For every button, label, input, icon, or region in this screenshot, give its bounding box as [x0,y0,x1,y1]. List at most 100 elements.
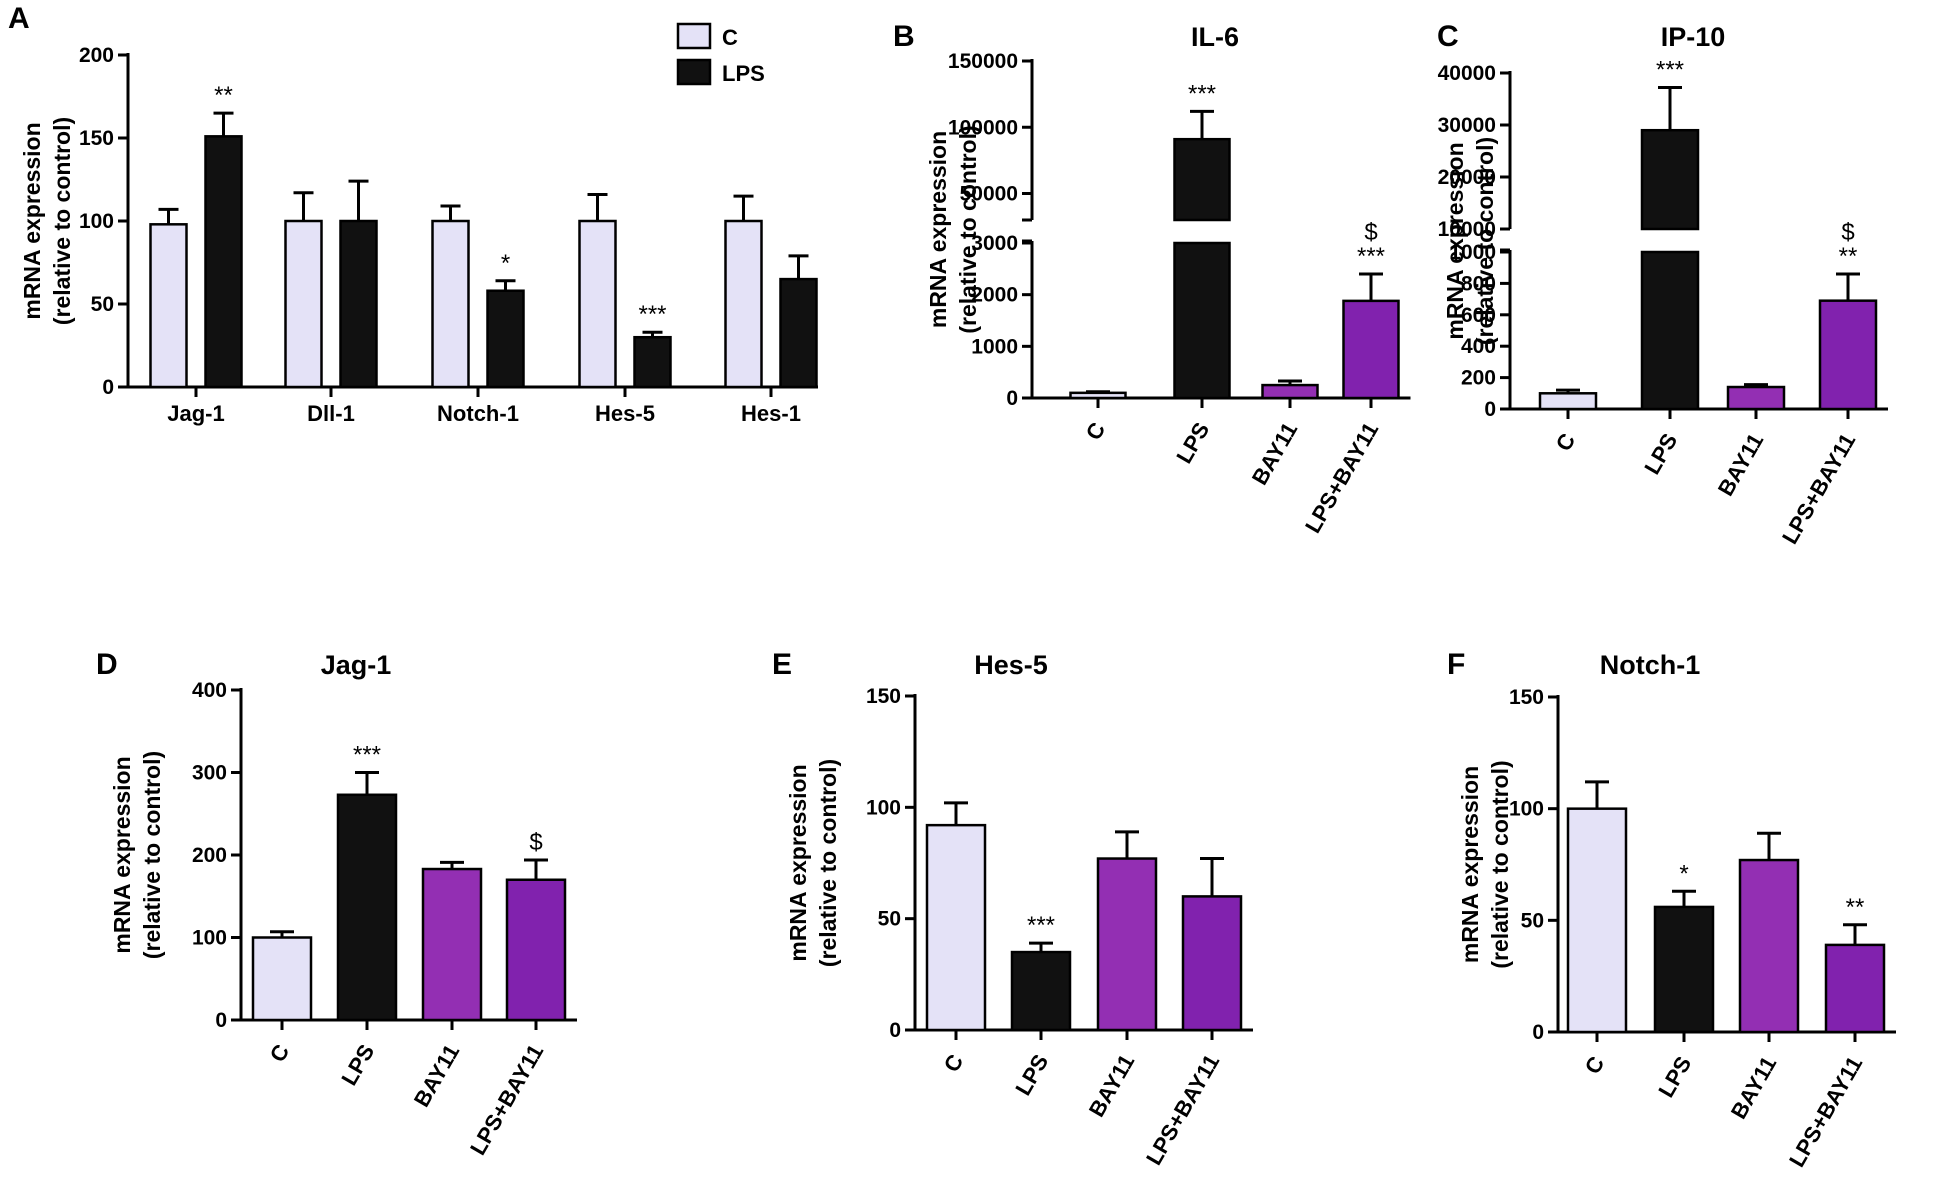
y-tick-label: 50 [878,908,901,931]
y-axis-label-line: (relative to control) [1472,137,1498,345]
category-label: C [939,1050,969,1076]
bar-A-LPS-1 [339,219,378,389]
category-label: BAY11 [1713,429,1768,500]
y-tick-label: 150 [79,127,114,150]
y-axis-label-line: (relative to control) [139,751,165,959]
panel-title-C: IP-10 [1661,22,1726,52]
bar-B-1-upper [1173,137,1231,222]
category-label: LPS [1639,429,1682,479]
bar-C-3 [1818,299,1878,411]
y-tick-label: 50000 [960,183,1018,206]
y-axis-label-line: mRNA expression [1442,142,1468,339]
y-tick-label: 100000 [948,116,1018,139]
y-axis-label-line: (relative to control) [815,759,841,967]
y-axis-label-line: mRNA expression [925,131,951,328]
y-tick-label: 1000 [1449,241,1496,264]
bar-B-1-lower [1173,241,1231,400]
bar-C-0 [1538,392,1598,411]
y-tick-label: 100 [1509,798,1544,821]
panel-title-D: Jag-1 [321,650,392,680]
y-tick-label: 0 [215,1009,227,1032]
category-label: BAY11 [1084,1050,1139,1121]
y-tick-label: 0 [1484,398,1496,421]
y-tick-label: 0 [1006,387,1018,410]
y-tick-label: 3000 [971,232,1018,255]
bar-E-2 [1096,857,1158,1032]
y-axis-label-A: mRNA expression (relative to control) [19,117,75,325]
y-tick-label: 50 [91,293,114,316]
category-label: LPS [336,1040,379,1090]
y-tick-label: 50 [1521,909,1544,932]
y-axis-label-line: mRNA expression [109,756,135,953]
significance-annotation: *** [638,301,666,328]
y-axis-label-line: mRNA expression [19,122,45,319]
category-label: C [265,1040,295,1066]
bar-B-0 [1069,391,1127,400]
significance-annotation: ** [1839,243,1858,270]
category-label: Hes-1 [741,401,801,426]
y-tick-label: 0 [889,1019,901,1042]
category-label: LPS+BAY11 [1300,418,1383,537]
y-tick-label: 600 [1461,304,1496,327]
y-tick-label: 30000 [1438,114,1496,137]
significance-annotation: $ [1364,219,1377,246]
category-label: LPS [1010,1050,1053,1100]
bar-B-2 [1261,383,1319,400]
significance-annotation: *** [1188,80,1216,107]
bar-C-1-lower [1640,250,1700,411]
significance-annotation: ** [1846,894,1865,921]
bar-A-C-4 [724,219,763,389]
legend-label-LPS: LPS [722,61,765,86]
y-tick-label: 800 [1461,272,1496,295]
y-tick-label: 200 [1461,367,1496,390]
y-tick-label: 150000 [948,50,1018,73]
significance-annotation: $ [1841,219,1854,246]
y-axis-label-F: mRNA expression (relative to control) [1457,760,1513,968]
panel-label-A: A [8,2,30,35]
category-label: LPS+BAY11 [1784,1052,1867,1171]
y-tick-label: 10000 [1438,218,1496,241]
y-tick-label: 100 [866,796,901,819]
panel-title-E: Hes-5 [974,650,1048,680]
bar-A-LPS-3 [633,335,672,389]
y-axis-label-line: (relative to control) [49,117,75,325]
y-axis-label-line: mRNA expression [1457,766,1483,963]
y-tick-label: 150 [866,685,901,708]
y-tick-label: 300 [192,762,227,785]
bar-D-3 [505,878,567,1022]
bar-C-1-upper [1640,128,1700,231]
bar-D-1 [336,793,398,1022]
bar-F-0 [1566,807,1628,1034]
category-label: LPS [1653,1052,1696,1102]
y-tick-label: 0 [102,376,114,399]
bar-A-C-0 [149,223,188,389]
y-axis-label-C: mRNA expression (relative to control) [1442,137,1498,345]
y-axis-label-line: (relative to control) [1487,760,1513,968]
y-tick-label: 2000 [971,284,1018,307]
significance-annotation: ** [214,82,233,109]
category-label: C [1081,418,1111,444]
bar-E-1 [1010,950,1072,1032]
category-label: LPS [1171,418,1214,468]
bar-F-3 [1824,943,1886,1034]
y-tick-label: 40000 [1438,62,1496,85]
y-axis-label-D: mRNA expression (relative to control) [109,751,165,959]
category-label: Dll-1 [307,401,355,426]
bar-A-LPS-4 [779,277,818,389]
bar-F-2 [1738,858,1800,1034]
category-label: BAY11 [1726,1052,1781,1123]
y-tick-label: 200 [192,844,227,867]
bar-D-0 [251,936,313,1022]
y-axis-label-B: mRNA expression (relative to control) [925,125,981,333]
legend-swatch-C [676,22,712,50]
legend-label-C: C [722,25,738,50]
panel-label-B: B [893,20,915,53]
category-label: Hes-5 [595,401,655,426]
y-tick-label: 400 [192,679,227,702]
significance-annotation: *** [1357,243,1385,270]
panel-label-F: F [1447,648,1465,681]
category-label: Notch-1 [437,401,519,426]
bar-A-LPS-0 [204,135,243,389]
category-label: LPS+BAY11 [1141,1050,1224,1169]
